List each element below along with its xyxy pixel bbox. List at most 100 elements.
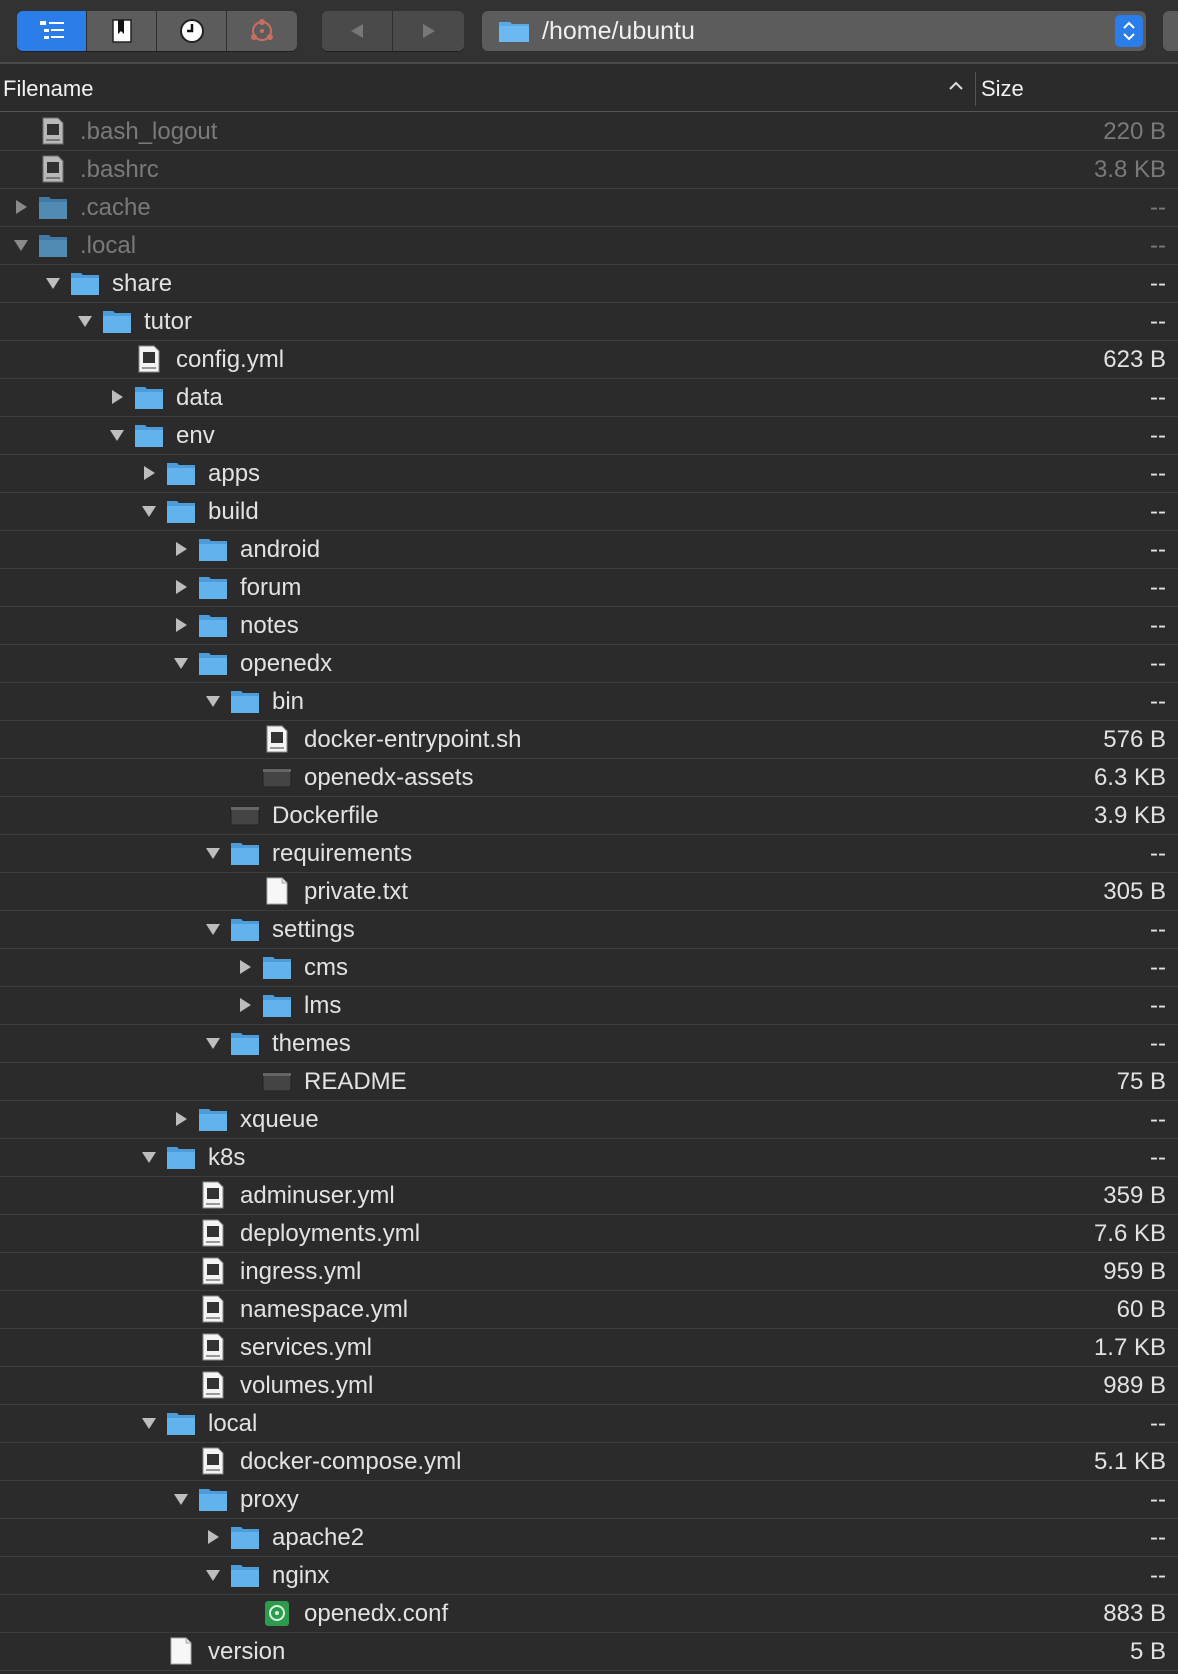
disclosure-open-icon[interactable] [45, 275, 61, 291]
folder-row[interactable]: bin -- [0, 683, 1178, 721]
disclosure-open-icon[interactable] [205, 1035, 221, 1051]
folder-row[interactable]: tutor -- [0, 303, 1178, 341]
disclosure-open-icon[interactable] [141, 503, 157, 519]
folder-row[interactable]: apps -- [0, 455, 1178, 493]
disclosure-closed-icon[interactable] [173, 579, 189, 595]
row-size: 959 B [1103, 1258, 1166, 1285]
disclosure-open-icon[interactable] [205, 921, 221, 937]
file-row[interactable]: openedx-assets 6.3 KB [0, 759, 1178, 797]
disclosure-open-icon[interactable] [173, 1491, 189, 1507]
disclosure-closed-icon[interactable] [13, 199, 29, 215]
disclosure-open-icon[interactable] [205, 1567, 221, 1583]
folder-row[interactable]: themes -- [0, 1025, 1178, 1063]
file-row[interactable]: .bashrc 3.8 KB [0, 151, 1178, 189]
disclosure-closed-icon[interactable] [109, 389, 125, 405]
sort-ascending-icon[interactable] [948, 79, 964, 93]
folder-row[interactable]: apache2 -- [0, 1519, 1178, 1557]
folder-row[interactable]: data -- [0, 379, 1178, 417]
disclosure-closed-icon[interactable] [237, 997, 253, 1013]
file-row[interactable]: volumes.yml 989 B [0, 1367, 1178, 1405]
folder-icon [199, 653, 227, 675]
folder-row[interactable]: .local -- [0, 227, 1178, 265]
folder-icon [103, 311, 131, 333]
folder-row[interactable]: proxy -- [0, 1481, 1178, 1519]
bookmarks-button[interactable] [87, 11, 157, 51]
path-selector[interactable]: /home/ubuntu [482, 11, 1146, 51]
file-row[interactable]: namespace.yml 60 B [0, 1291, 1178, 1329]
folder-row[interactable]: nginx -- [0, 1557, 1178, 1595]
row-filename: proxy [240, 1486, 299, 1513]
file-row[interactable]: README 75 B [0, 1063, 1178, 1101]
folder-row[interactable]: android -- [0, 531, 1178, 569]
folder-row[interactable]: lms -- [0, 987, 1178, 1025]
folder-row[interactable]: .cache -- [0, 189, 1178, 227]
disclosure-open-icon[interactable] [205, 845, 221, 861]
filename-column-header[interactable]: Filename [3, 76, 94, 101]
history-button[interactable] [157, 11, 227, 51]
yaml-file-icon [202, 1371, 224, 1399]
back-button[interactable] [322, 11, 393, 51]
disclosure-closed-icon[interactable] [205, 1529, 221, 1545]
folder-row[interactable]: openedx -- [0, 645, 1178, 683]
folder-icon [39, 235, 67, 257]
column-header: Filename Size [0, 66, 1178, 112]
folder-row[interactable]: settings -- [0, 911, 1178, 949]
row-size: -- [1150, 308, 1166, 335]
outline-view-button[interactable] [17, 11, 87, 51]
disclosure-closed-icon[interactable] [173, 617, 189, 633]
disclosure-closed-icon[interactable] [173, 1111, 189, 1127]
file-row[interactable]: config.yml 623 B [0, 341, 1178, 379]
disclosure-open-icon[interactable] [141, 1149, 157, 1165]
folder-row[interactable]: k8s -- [0, 1139, 1178, 1177]
size-column-header[interactable]: Size [981, 76, 1024, 101]
yaml-file-icon [202, 1333, 224, 1361]
column-divider[interactable] [975, 72, 976, 106]
disclosure-open-icon[interactable] [109, 427, 125, 443]
file-row[interactable]: adminuser.yml 359 B [0, 1177, 1178, 1215]
disclosure-open-icon[interactable] [77, 313, 93, 329]
disclosure-open-icon[interactable] [141, 1415, 157, 1431]
bonjour-button[interactable] [227, 11, 297, 51]
folder-row[interactable]: build -- [0, 493, 1178, 531]
row-size: 3.8 KB [1093, 156, 1166, 183]
folder-row[interactable]: env -- [0, 417, 1178, 455]
row-size: -- [1150, 840, 1166, 867]
file-row[interactable]: openedx.conf 883 B [0, 1595, 1178, 1633]
file-row[interactable]: ingress.yml 959 B [0, 1253, 1178, 1291]
disclosure-open-icon[interactable] [13, 237, 29, 253]
file-row[interactable]: docker-compose.yml 5.1 KB [0, 1443, 1178, 1481]
folder-row[interactable]: notes -- [0, 607, 1178, 645]
current-path: /home/ubuntu [542, 16, 695, 45]
folder-icon [39, 197, 67, 219]
path-dropdown-button[interactable] [1115, 15, 1143, 47]
file-row[interactable]: Dockerfile 3.9 KB [0, 797, 1178, 835]
row-filename: openedx.conf [304, 1600, 449, 1627]
folder-row[interactable]: cms -- [0, 949, 1178, 987]
folder-icon [167, 463, 195, 485]
disclosure-closed-icon[interactable] [237, 959, 253, 975]
disclosure-open-icon[interactable] [205, 693, 221, 709]
folder-row[interactable]: local -- [0, 1405, 1178, 1443]
disclosure-closed-icon[interactable] [141, 465, 157, 481]
file-row[interactable]: docker-entrypoint.sh 576 B [0, 721, 1178, 759]
folder-icon [167, 1413, 195, 1435]
folder-icon [199, 1489, 227, 1511]
folder-icon [231, 1565, 259, 1587]
file-row[interactable]: .bash_logout 220 B [0, 113, 1178, 151]
toolbar-overflow[interactable] [1163, 11, 1178, 51]
row-size: -- [1150, 574, 1166, 601]
disclosure-closed-icon[interactable] [173, 541, 189, 557]
file-row[interactable]: version 5 B [0, 1633, 1178, 1671]
file-row[interactable]: private.txt 305 B [0, 873, 1178, 911]
row-filename: private.txt [304, 878, 409, 905]
file-row[interactable]: services.yml 1.7 KB [0, 1329, 1178, 1367]
disclosure-open-icon[interactable] [173, 655, 189, 671]
clock-icon [179, 19, 204, 43]
forward-button[interactable] [393, 11, 464, 51]
folder-row[interactable]: requirements -- [0, 835, 1178, 873]
folder-row[interactable]: xqueue -- [0, 1101, 1178, 1139]
shell-script-icon [266, 725, 288, 753]
file-row[interactable]: deployments.yml 7.6 KB [0, 1215, 1178, 1253]
folder-row[interactable]: forum -- [0, 569, 1178, 607]
folder-row[interactable]: share -- [0, 265, 1178, 303]
